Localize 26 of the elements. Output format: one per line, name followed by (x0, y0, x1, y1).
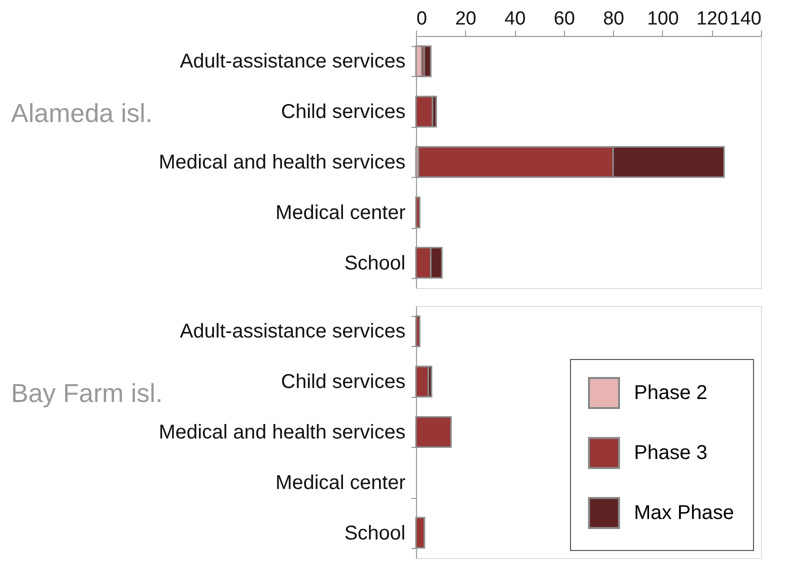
bar (415, 516, 426, 549)
legend-label: Max Phase (634, 502, 734, 524)
y-tick-label: Child services (281, 101, 406, 124)
x-tick-label: 80 (603, 8, 624, 30)
x-tick-label: 40 (504, 8, 526, 30)
bar (415, 416, 452, 448)
x-tick-label: 120 (696, 8, 728, 30)
y-tick-label: Medical and health services (158, 152, 406, 174)
bar (415, 315, 420, 348)
x-tick-label: 140 (730, 8, 762, 30)
x-tick-label: 60 (554, 8, 575, 30)
y-tick-label: School (344, 252, 406, 274)
y-tick-label: Medical center (275, 472, 406, 494)
y-tick-label: Medical center (275, 202, 406, 224)
x-tick-label: 100 (647, 8, 679, 30)
y-tick-label: Child services (281, 371, 406, 394)
x-tick-label: 20 (455, 8, 476, 30)
x-tick-label: 0 (416, 8, 428, 30)
legend-label: Phase 2 (634, 382, 708, 404)
legend-label: Phase 3 (634, 442, 708, 464)
y-tick-label: Adult-assistance services (180, 320, 406, 343)
y-tick-label: Medical and health services (158, 422, 406, 444)
y-tick-label: Adult-assistance services (180, 50, 406, 73)
text: Bay Farm isl. (11, 378, 163, 408)
y-tick-label: School (344, 522, 406, 544)
text: Alameda isl. (11, 98, 153, 128)
